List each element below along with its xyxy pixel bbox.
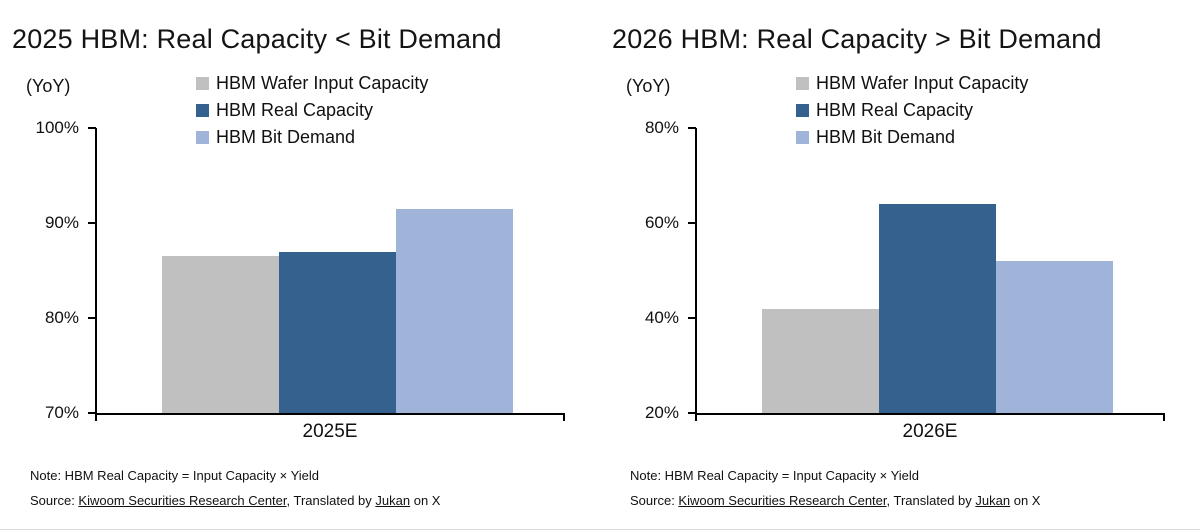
source-link[interactable]: Kiwoom Securities Research Center — [678, 493, 887, 508]
source-text: Source: — [30, 493, 79, 508]
chart-title: 2025 HBM: Real Capacity < Bit Demand — [12, 24, 502, 54]
note-text: Note: HBM Real Capacity = Input Capacity… — [30, 468, 320, 483]
y-tick-mark — [688, 222, 696, 224]
x-category-label: 2025E — [302, 421, 358, 442]
bar — [762, 308, 879, 413]
legend-swatch-icon — [796, 76, 809, 90]
note-text: Note: HBM Real Capacity = Input Capacity… — [630, 468, 920, 483]
source-link[interactable]: Jukan — [975, 493, 1011, 508]
bar — [396, 208, 513, 413]
y-tick-label: 100% — [35, 118, 79, 137]
y-tick-mark — [88, 127, 96, 129]
y-tick-label: 90% — [44, 213, 79, 232]
y-tick-label: 70% — [44, 403, 79, 422]
bar — [879, 204, 996, 413]
legend-swatch-icon — [196, 103, 209, 117]
legend-swatch-icon — [196, 130, 209, 144]
legend-item: HBM Wafer Input Capacity — [796, 73, 1028, 93]
legend-item: HBM Wafer Input Capacity — [196, 73, 428, 93]
y-tick-mark — [88, 222, 96, 224]
source-text: , Translated by — [286, 493, 376, 508]
y-tick-label: 80% — [44, 308, 79, 327]
x-axis-tick — [1163, 414, 1165, 421]
x-axis-tick — [563, 414, 565, 421]
plot-area: 100% 90% 80% 70% — [36, 119, 565, 422]
legend-item: HBM Bit Demand — [796, 127, 1028, 147]
x-category-label: 2026E — [902, 421, 958, 442]
y-tick-label: 20% — [644, 403, 679, 422]
bar — [162, 256, 279, 413]
source-link[interactable]: Jukan — [375, 493, 411, 508]
legend-swatch-icon — [196, 76, 209, 90]
bar — [279, 251, 396, 413]
y-tick-mark — [688, 412, 696, 414]
plot-area: 80% 60% 40% 20% — [645, 119, 1165, 422]
y-tick-label: 80% — [644, 118, 679, 137]
legend-item: HBM Bit Demand — [196, 127, 428, 147]
bar — [996, 261, 1113, 413]
y-tick-label: 40% — [644, 308, 679, 327]
y-tick-mark — [88, 412, 96, 414]
source-link[interactable]: Kiwoom Securities Research Center — [78, 493, 287, 508]
legend-swatch-icon — [796, 130, 809, 144]
legend: HBM Wafer Input Capacity HBM Real Capacit… — [796, 73, 1028, 147]
legend-label: HBM Real Capacity — [816, 100, 974, 120]
source-line: Source: Kiwoom Securities Research Cente… — [630, 493, 1040, 508]
legend-label: HBM Wafer Input Capacity — [216, 73, 429, 93]
source-text: , Translated by — [886, 493, 976, 508]
x-axis-tick — [95, 414, 97, 421]
source-text: on X — [1010, 493, 1041, 508]
y-tick-mark — [88, 317, 96, 319]
legend-item: HBM Real Capacity — [796, 100, 1028, 120]
y-tick-label: 60% — [644, 213, 679, 232]
bottom-divider — [0, 529, 1200, 530]
y-tick-mark — [688, 317, 696, 319]
bars — [762, 128, 1113, 413]
chart-panel: 2026 HBM: Real Capacity > Bit Demand (Yo… — [600, 0, 1200, 532]
legend-item: HBM Real Capacity — [196, 100, 428, 120]
chart-panel: 2025 HBM: Real Capacity < Bit Demand (Yo… — [12, 24, 565, 508]
source-text: Source: — [630, 493, 679, 508]
source-text: on X — [410, 493, 441, 508]
chart-title: 2026 HBM: Real Capacity > Bit Demand — [612, 24, 1102, 54]
legend-swatch-icon — [796, 103, 809, 117]
y-axis-unit-label: (YoY) — [626, 76, 671, 96]
source-line: Source: Kiwoom Securities Research Cente… — [30, 493, 440, 508]
y-axis-unit-label: (YoY) — [26, 76, 71, 96]
y-tick-mark — [688, 127, 696, 129]
legend-label: HBM Real Capacity — [216, 100, 374, 120]
legend-label: HBM Bit Demand — [816, 127, 956, 147]
legend-label: HBM Wafer Input Capacity — [816, 73, 1029, 93]
legend-label: HBM Bit Demand — [216, 127, 356, 147]
bars — [162, 128, 513, 413]
legend: HBM Wafer Input Capacity HBM Real Capacit… — [196, 73, 428, 147]
x-axis-tick — [695, 414, 697, 421]
